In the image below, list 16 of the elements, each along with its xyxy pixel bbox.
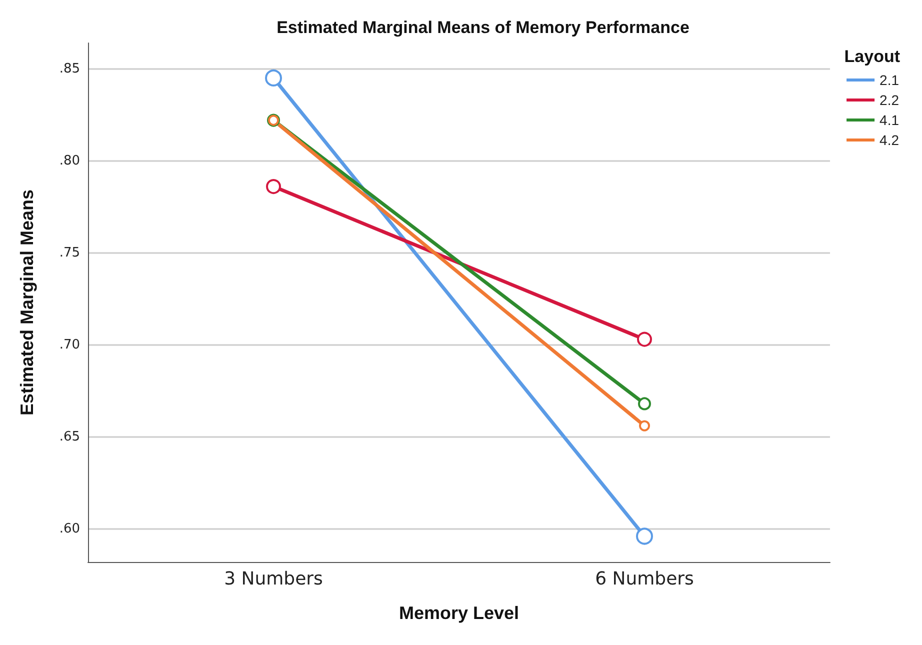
- y-tick-label: .65: [59, 429, 80, 444]
- legend-title: Layout: [844, 47, 900, 66]
- y-tick-label: .75: [59, 245, 80, 260]
- legend-label: 2.1: [880, 72, 900, 88]
- x-tick-label: 3 Numbers: [224, 568, 323, 590]
- y-tick-label: .60: [59, 521, 80, 536]
- y-axis-title: Estimated Marginal Means: [17, 189, 37, 416]
- y-tick-label: .70: [59, 337, 80, 352]
- y-tick-label: .80: [59, 153, 80, 168]
- x-tick-label: 6 Numbers: [595, 568, 694, 590]
- legend-label: 2.2: [880, 92, 900, 108]
- legend-label: 4.2: [880, 132, 900, 148]
- y-tick-label: .85: [59, 61, 80, 76]
- legend-label: 4.1: [880, 112, 900, 128]
- x-axis-title: Memory Level: [398, 603, 520, 623]
- chart-title: Estimated Marginal Means of Memory Performance: [276, 18, 690, 37]
